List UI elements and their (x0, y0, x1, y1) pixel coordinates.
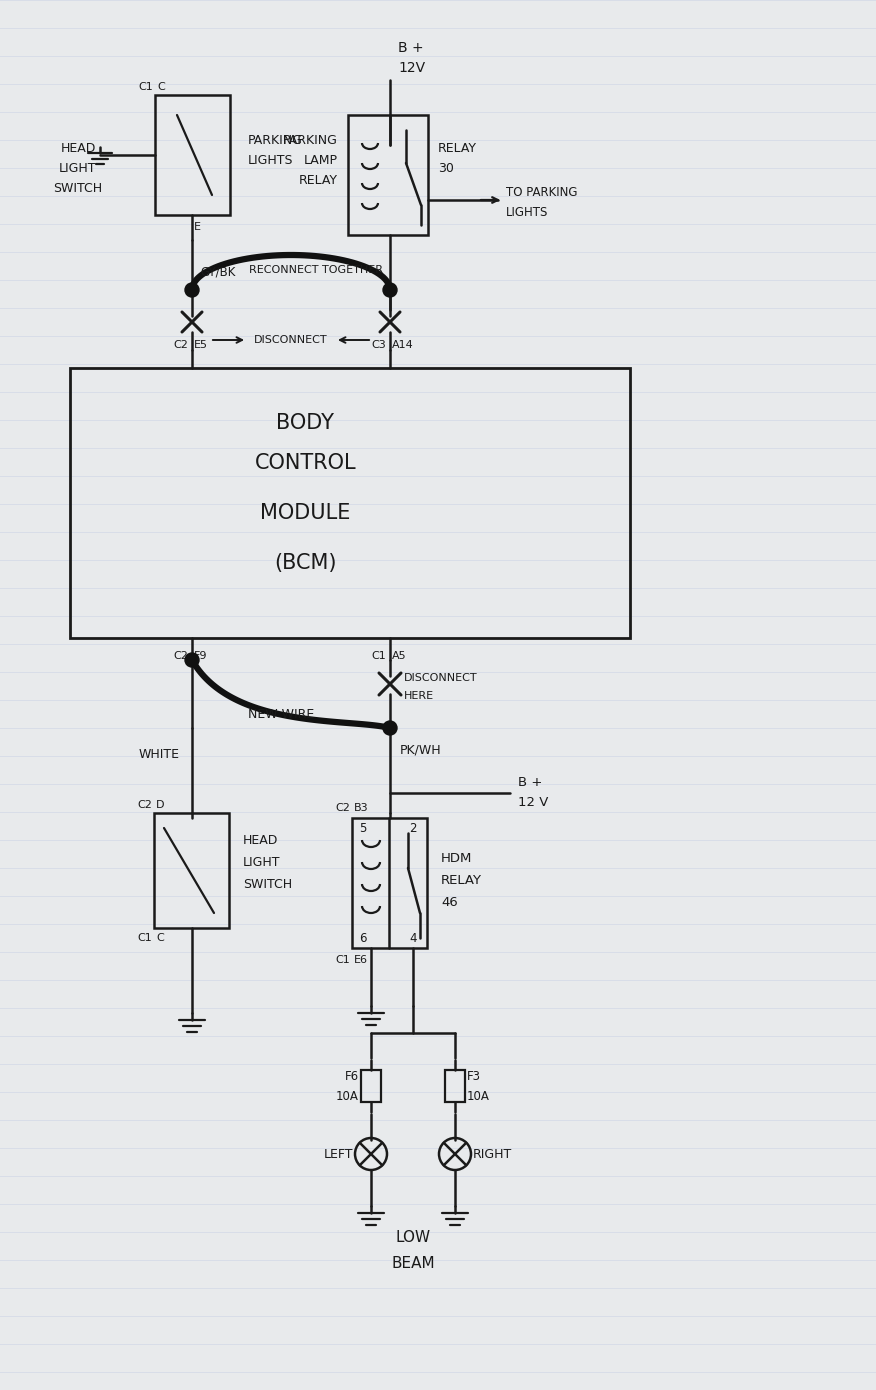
Text: C1: C1 (138, 933, 152, 942)
Text: 12V: 12V (398, 61, 425, 75)
Text: RELAY: RELAY (299, 174, 338, 186)
Text: LAMP: LAMP (304, 153, 338, 167)
Text: E: E (194, 222, 201, 232)
Text: 2: 2 (409, 821, 417, 834)
Text: A5: A5 (392, 651, 406, 662)
Text: LOW: LOW (395, 1230, 431, 1245)
Text: DISCONNECT: DISCONNECT (404, 673, 477, 682)
Text: SWITCH: SWITCH (243, 878, 292, 891)
Text: C2: C2 (336, 803, 350, 813)
Text: DISCONNECT: DISCONNECT (254, 335, 328, 345)
Bar (70, 368, 630, 638)
Text: HEAD: HEAD (60, 142, 95, 154)
Text: HDM: HDM (441, 852, 472, 865)
Text: 10A: 10A (467, 1090, 490, 1102)
Text: D: D (156, 801, 165, 810)
Circle shape (383, 721, 397, 735)
Text: HEAD: HEAD (243, 834, 279, 848)
Text: PARKING: PARKING (248, 133, 303, 146)
Text: A14: A14 (392, 341, 413, 350)
Text: C1: C1 (371, 651, 386, 662)
Text: LIGHTS: LIGHTS (248, 153, 293, 167)
Text: MODULE: MODULE (260, 503, 350, 523)
Text: RELAY: RELAY (441, 873, 482, 887)
Text: 4: 4 (409, 931, 417, 944)
Text: SWITCH: SWITCH (53, 182, 102, 195)
Text: (BCM): (BCM) (274, 553, 336, 573)
Text: CONTROL: CONTROL (254, 453, 356, 473)
Text: LEFT: LEFT (323, 1148, 353, 1161)
Text: 46: 46 (441, 895, 458, 909)
Text: BODY: BODY (276, 413, 335, 434)
Text: GY/BK: GY/BK (200, 265, 236, 278)
Text: LIGHT: LIGHT (60, 161, 96, 175)
Text: NEW WIRE: NEW WIRE (248, 709, 314, 721)
Text: C: C (157, 82, 165, 92)
Text: LIGHT: LIGHT (243, 856, 280, 870)
Text: C2: C2 (173, 341, 188, 350)
Text: C2: C2 (138, 801, 152, 810)
Bar (361, 1070, 381, 1102)
Text: E5: E5 (194, 341, 208, 350)
Circle shape (383, 284, 397, 297)
Text: PARKING: PARKING (283, 133, 338, 146)
Text: RIGHT: RIGHT (473, 1148, 512, 1161)
Text: F6: F6 (345, 1069, 359, 1083)
Text: TO PARKING: TO PARKING (506, 186, 577, 200)
Bar (445, 1070, 465, 1102)
Bar (154, 813, 229, 929)
Text: F9: F9 (194, 651, 208, 662)
Text: E6: E6 (354, 955, 368, 965)
Text: 10A: 10A (336, 1090, 359, 1102)
Circle shape (185, 653, 199, 667)
Text: HERE: HERE (404, 691, 434, 701)
Text: B3: B3 (354, 803, 369, 813)
Text: 6: 6 (359, 931, 367, 944)
Text: F3: F3 (467, 1069, 481, 1083)
Text: C1: C1 (138, 82, 153, 92)
Text: C3: C3 (371, 341, 386, 350)
Bar (348, 115, 428, 235)
Text: WHITE: WHITE (139, 748, 180, 762)
Text: C1: C1 (336, 955, 350, 965)
Text: PK/WH: PK/WH (400, 744, 442, 756)
Text: C: C (156, 933, 164, 942)
Text: B +: B + (518, 777, 542, 790)
Text: RECONNECT TOGETHER: RECONNECT TOGETHER (249, 265, 383, 275)
Text: B +: B + (398, 40, 424, 56)
Text: 5: 5 (359, 821, 367, 834)
Bar (352, 817, 427, 948)
Text: RELAY: RELAY (438, 142, 477, 154)
Circle shape (185, 284, 199, 297)
Text: 30: 30 (438, 161, 454, 175)
Text: BEAM: BEAM (392, 1255, 434, 1270)
Text: 12 V: 12 V (518, 796, 548, 809)
Bar (155, 95, 230, 215)
Text: C2: C2 (173, 651, 188, 662)
Text: LIGHTS: LIGHTS (506, 207, 548, 220)
